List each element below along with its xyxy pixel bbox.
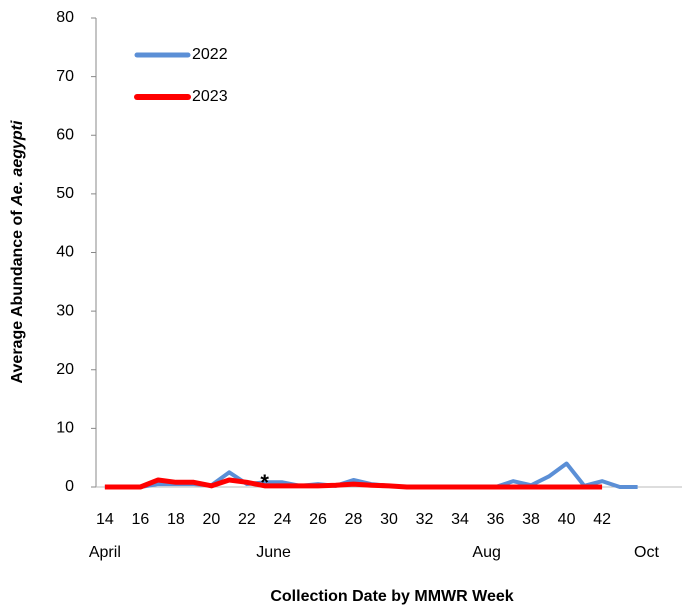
y-tick-label: 20 [56, 361, 74, 378]
x-tick-label: 34 [451, 511, 469, 528]
x-tick-label: 30 [380, 511, 398, 528]
x-tick-label: 24 [274, 511, 292, 528]
legend-label: 2023 [192, 88, 228, 105]
y-tick-label: 80 [56, 9, 74, 26]
x-tick-label: 40 [558, 511, 576, 528]
month-label: Oct [634, 544, 659, 561]
legend-label: 2022 [192, 46, 228, 63]
y-axis-title-part: Average Abundance of [9, 206, 26, 384]
x-tick-label: 38 [522, 511, 540, 528]
x-tick-label: 14 [96, 511, 114, 528]
x-tick-label: 22 [238, 511, 256, 528]
x-tick-label: 18 [167, 511, 185, 528]
x-tick-label: 32 [416, 511, 434, 528]
x-tick-label: 26 [309, 511, 327, 528]
y-axis-title: Average Abundance of Ae. aegypti [9, 120, 26, 383]
month-label: Aug [472, 544, 500, 561]
x-tick-label: 42 [593, 511, 611, 528]
y-tick-label: 30 [56, 302, 74, 319]
x-tick-label: 36 [487, 511, 505, 528]
month-label: June [256, 544, 291, 561]
x-tick-label: 20 [203, 511, 221, 528]
x-tick-label: 28 [345, 511, 363, 528]
month-label: April [89, 544, 121, 561]
y-tick-label: 60 [56, 126, 74, 143]
y-axis-title-italic: Ae. aegypti [9, 120, 26, 207]
y-tick-label: 10 [56, 420, 74, 437]
y-tick-label: 70 [56, 68, 74, 85]
x-tick-label: 16 [131, 511, 149, 528]
y-tick-label: 50 [56, 185, 74, 202]
x-axis-title: Collection Date by MMWR Week [270, 588, 513, 605]
y-tick-label: 40 [56, 244, 74, 261]
annotation: * [260, 470, 269, 495]
series-line [104, 477, 603, 490]
y-tick-label: 0 [65, 478, 74, 495]
